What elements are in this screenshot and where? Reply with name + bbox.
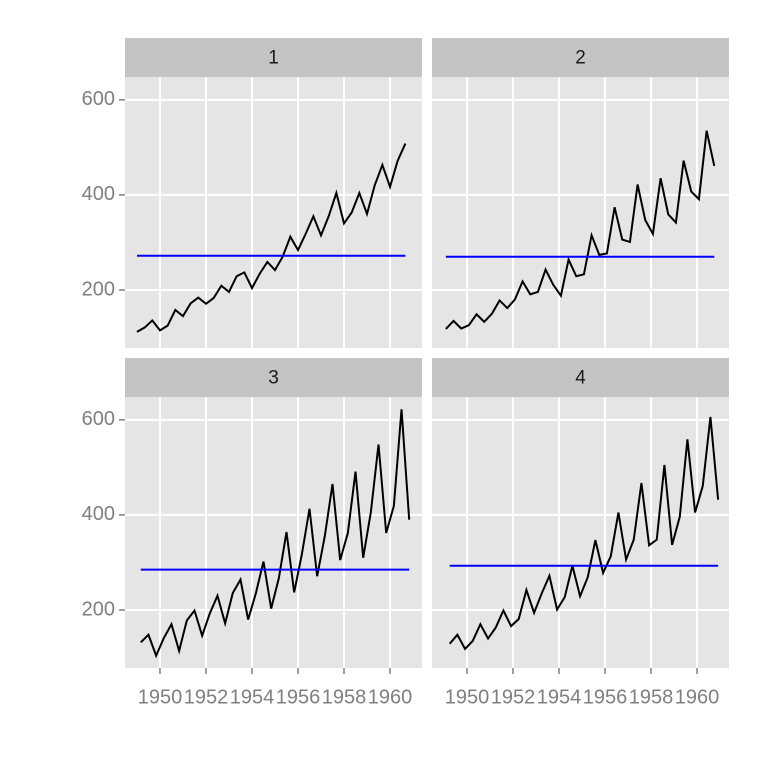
x-tick-label: 1950 xyxy=(445,686,490,708)
y-tick-label: 400 xyxy=(82,183,115,205)
x-tick-label: 1950 xyxy=(138,686,183,708)
y-tick-label: 600 xyxy=(82,408,115,430)
panel xyxy=(432,77,729,348)
strip-label: 1 xyxy=(268,48,279,69)
panel xyxy=(125,397,422,668)
data-line xyxy=(445,130,716,330)
strip xyxy=(125,358,422,397)
panel xyxy=(432,397,729,668)
x-tick-label: 1958 xyxy=(322,686,367,708)
x-tick-label: 1956 xyxy=(583,686,628,708)
data-line xyxy=(448,416,720,651)
strip-label: 2 xyxy=(575,48,586,69)
y-tick-label: 400 xyxy=(82,503,115,525)
strip xyxy=(125,38,422,77)
x-tick-label: 1960 xyxy=(368,686,413,708)
strip-label: 3 xyxy=(268,368,279,389)
data-line xyxy=(136,143,407,333)
y-tick-label: 200 xyxy=(82,278,115,300)
x-tick-label: 1952 xyxy=(184,686,229,708)
strip-label: 4 xyxy=(575,368,586,389)
x-tick-label: 1954 xyxy=(537,686,582,708)
y-tick-label: 200 xyxy=(82,598,115,620)
strip xyxy=(432,358,729,397)
x-tick-label: 1952 xyxy=(491,686,536,708)
data-line xyxy=(140,409,411,659)
x-tick-label: 1960 xyxy=(675,686,720,708)
x-tick-label: 1956 xyxy=(276,686,321,708)
x-tick-label: 1954 xyxy=(230,686,275,708)
strip xyxy=(432,38,729,77)
x-tick-label: 1958 xyxy=(629,686,674,708)
panel xyxy=(125,77,422,348)
y-tick-label: 600 xyxy=(82,88,115,110)
